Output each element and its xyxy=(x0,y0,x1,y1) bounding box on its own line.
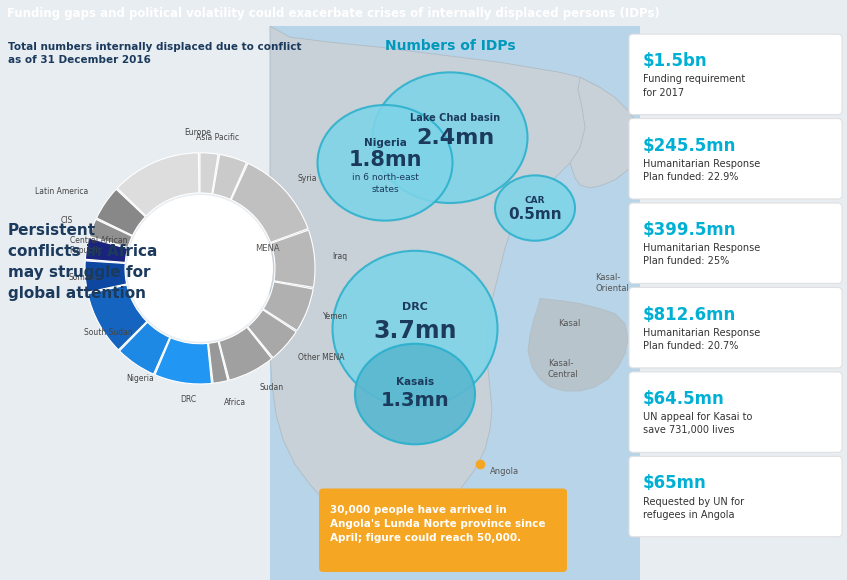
Wedge shape xyxy=(117,153,199,216)
Text: Asia Pacific: Asia Pacific xyxy=(197,133,240,142)
Wedge shape xyxy=(155,338,212,384)
FancyBboxPatch shape xyxy=(319,488,567,572)
Text: Nigeria: Nigeria xyxy=(363,137,407,148)
Text: Funding gaps and political volatility could exacerbate crises of internally disp: Funding gaps and political volatility co… xyxy=(7,6,660,20)
Text: $245.5mn: $245.5mn xyxy=(643,137,736,155)
Wedge shape xyxy=(97,189,146,235)
Text: 30,000 people have arrived in
Angola's Lunda Norte province since
April; figure : 30,000 people have arrived in Angola's L… xyxy=(330,505,545,543)
Wedge shape xyxy=(86,238,128,262)
Text: 0.5mn: 0.5mn xyxy=(508,206,562,222)
Text: CIS: CIS xyxy=(61,216,73,225)
Wedge shape xyxy=(219,327,272,380)
Text: Kasais: Kasais xyxy=(396,377,434,387)
Text: Other MENA: Other MENA xyxy=(298,353,345,362)
Text: MENA: MENA xyxy=(255,244,280,253)
Text: Humanitarian Response
Plan funded: 22.9%: Humanitarian Response Plan funded: 22.9% xyxy=(643,159,761,182)
Text: Kasal: Kasal xyxy=(558,319,580,328)
Text: Syria: Syria xyxy=(297,173,317,183)
Text: Latin America: Latin America xyxy=(35,187,88,195)
FancyBboxPatch shape xyxy=(629,372,842,452)
Text: Kasal-
Oriental: Kasal- Oriental xyxy=(595,273,628,293)
FancyBboxPatch shape xyxy=(629,203,842,284)
Text: 1.3mn: 1.3mn xyxy=(380,390,449,409)
Wedge shape xyxy=(88,285,147,350)
Text: 1.8mn: 1.8mn xyxy=(348,150,422,170)
Text: $399.5mn: $399.5mn xyxy=(643,221,737,239)
Ellipse shape xyxy=(495,175,575,241)
Text: CAR: CAR xyxy=(525,195,545,205)
Polygon shape xyxy=(270,26,615,535)
Text: $65mn: $65mn xyxy=(643,474,706,492)
FancyBboxPatch shape xyxy=(629,456,842,536)
Text: Africa: Africa xyxy=(224,398,246,407)
Text: Humanitarian Response
Plan funded: 20.7%: Humanitarian Response Plan funded: 20.7% xyxy=(643,328,761,351)
Wedge shape xyxy=(231,164,308,242)
Text: states: states xyxy=(371,186,399,194)
Text: Humanitarian Response
Plan funded: 25%: Humanitarian Response Plan funded: 25% xyxy=(643,243,761,266)
Wedge shape xyxy=(90,219,132,248)
Wedge shape xyxy=(208,342,228,383)
Text: Angola: Angola xyxy=(490,467,519,476)
Circle shape xyxy=(127,195,273,342)
Ellipse shape xyxy=(318,105,452,220)
Text: DRC: DRC xyxy=(180,396,197,404)
Text: 3.7mn: 3.7mn xyxy=(374,318,457,343)
Wedge shape xyxy=(271,230,315,288)
Wedge shape xyxy=(213,154,246,200)
FancyBboxPatch shape xyxy=(629,118,842,199)
Polygon shape xyxy=(528,299,628,391)
Text: UN appeal for Kasai to
save 731,000 lives: UN appeal for Kasai to save 731,000 live… xyxy=(643,412,752,436)
Text: $812.6mn: $812.6mn xyxy=(643,306,736,324)
Text: Sudan: Sudan xyxy=(259,383,284,392)
Wedge shape xyxy=(119,322,169,374)
Text: Lake Chad basin: Lake Chad basin xyxy=(410,113,500,122)
Polygon shape xyxy=(570,77,640,188)
FancyBboxPatch shape xyxy=(629,288,842,368)
Text: Somalia: Somalia xyxy=(68,273,99,282)
Text: $1.5bn: $1.5bn xyxy=(643,52,707,70)
Text: $64.5mn: $64.5mn xyxy=(643,390,725,408)
Text: Funding requirement
for 2017: Funding requirement for 2017 xyxy=(643,74,745,97)
Text: 2.4mn: 2.4mn xyxy=(416,128,494,148)
Wedge shape xyxy=(85,261,126,292)
FancyBboxPatch shape xyxy=(629,34,842,115)
Bar xyxy=(270,26,640,580)
Text: in 6 north-east: in 6 north-east xyxy=(352,173,418,182)
Ellipse shape xyxy=(355,344,475,444)
Text: DRC: DRC xyxy=(402,302,428,311)
Text: Kasal-
Central: Kasal- Central xyxy=(548,359,579,379)
Ellipse shape xyxy=(373,72,528,203)
Text: Iraq: Iraq xyxy=(332,252,347,262)
Text: Nigeria: Nigeria xyxy=(126,374,153,383)
Text: Numbers of IDPs: Numbers of IDPs xyxy=(385,39,515,53)
Text: Requested by UN for
refugees in Angola: Requested by UN for refugees in Angola xyxy=(643,496,745,520)
Text: South Sudan: South Sudan xyxy=(84,328,133,337)
Text: Total numbers internally displaced due to conflict
as of 31 December 2016: Total numbers internally displaced due t… xyxy=(8,42,302,66)
Text: Europe: Europe xyxy=(184,128,211,137)
Wedge shape xyxy=(263,282,313,331)
Wedge shape xyxy=(247,310,296,358)
Text: Central African
Republic: Central African Republic xyxy=(69,236,127,255)
Ellipse shape xyxy=(333,251,497,407)
Wedge shape xyxy=(200,153,219,194)
Text: Yemen: Yemen xyxy=(324,313,348,321)
Text: Persistent
conflicts in Africa
may struggle for
global attention: Persistent conflicts in Africa may strug… xyxy=(8,223,158,301)
